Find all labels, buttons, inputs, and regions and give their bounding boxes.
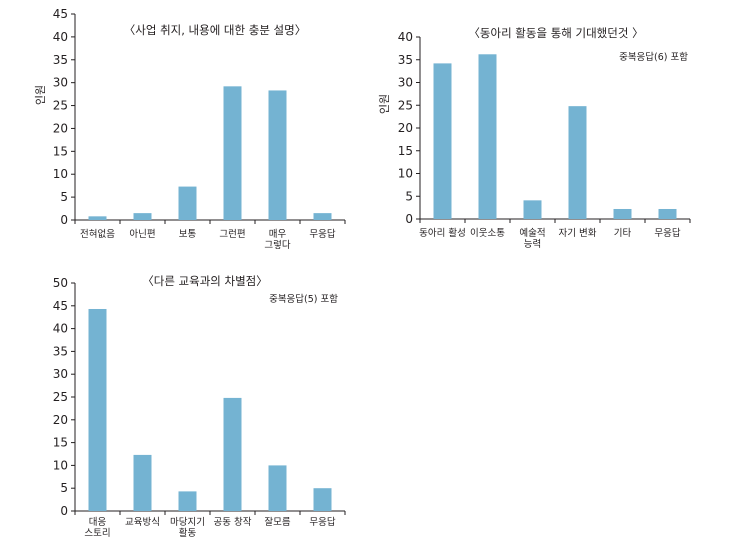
y-tick-label: 25	[53, 99, 68, 113]
bar	[523, 200, 542, 219]
category-label: 보통	[179, 229, 197, 240]
chart-title: 〈사업 취지, 내용에 대한 충분 설명〉	[124, 23, 306, 37]
category-label: 동아리 활성	[419, 227, 466, 239]
bar	[613, 208, 632, 219]
y-tick-label: 30	[53, 76, 68, 90]
y-tick-label: 10	[398, 167, 413, 181]
y-tick-label: 30	[398, 76, 413, 90]
category-label: 마당지기	[170, 517, 205, 528]
category-label: 예술적	[519, 227, 545, 239]
y-axis-label: 인원	[378, 94, 391, 114]
y-tick-label: 0	[60, 504, 68, 518]
category-label: 공동 창작	[214, 517, 252, 528]
y-tick-label: 0	[60, 213, 68, 227]
bar	[133, 213, 152, 220]
category-label: 무응답	[654, 227, 680, 239]
y-tick-label: 40	[53, 30, 68, 44]
y-tick-label: 5	[60, 190, 68, 204]
bar	[313, 213, 332, 220]
category-label: 능력	[524, 238, 541, 250]
bar	[88, 216, 107, 220]
y-tick-label: 20	[53, 413, 68, 427]
chart-note: 중복응답(5) 포함	[269, 293, 338, 305]
y-tick-label: 5	[60, 481, 68, 495]
y-tick-label: 10	[53, 167, 68, 181]
y-tick-label: 45	[53, 299, 68, 313]
y-tick-label: 20	[53, 121, 68, 135]
category-label: 그렇다	[264, 240, 290, 251]
y-axis-label: 인원	[34, 85, 47, 105]
bar	[478, 54, 497, 219]
category-label: 대응	[89, 517, 107, 528]
y-tick-label: 35	[53, 53, 68, 67]
category-label: 전혀없음	[80, 228, 115, 240]
y-tick-label: 30	[53, 367, 68, 381]
category-label: 그런편	[219, 228, 245, 240]
y-tick-label: 20	[398, 121, 413, 135]
bar	[313, 488, 332, 511]
category-label: 잘모름	[264, 516, 290, 528]
category-label: 이웃소통	[470, 228, 505, 239]
category-label: 교육방식	[125, 517, 160, 528]
y-tick-label: 5	[405, 189, 413, 203]
y-tick-label: 0	[405, 212, 413, 226]
chart-title: 〈동아리 활동을 통해 기대했던것 〉	[468, 26, 643, 40]
y-tick-label: 40	[398, 30, 413, 44]
category-label: 활동	[179, 527, 197, 539]
bar	[88, 308, 107, 511]
bar	[268, 90, 287, 221]
y-tick-label: 25	[398, 98, 413, 112]
category-label: 매우	[269, 229, 287, 240]
bar	[223, 397, 242, 511]
category-label: 스토리	[84, 528, 110, 539]
y-tick-label: 45	[53, 7, 68, 21]
y-tick-label: 15	[398, 144, 413, 158]
category-label: 무응답	[309, 228, 335, 240]
bar	[568, 106, 587, 219]
bar	[658, 208, 677, 219]
y-tick-label: 10	[53, 458, 68, 472]
chart-title: 〈다른 교육과의 차별점〉	[142, 274, 268, 288]
category-label: 무응답	[309, 516, 335, 528]
chart-note: 중복응답(6) 포함	[619, 51, 688, 63]
y-tick-label: 15	[53, 436, 68, 450]
y-tick-label: 35	[398, 53, 413, 67]
y-tick-label: 40	[53, 322, 68, 336]
y-tick-label: 15	[53, 144, 68, 158]
bar	[433, 63, 452, 219]
bar	[268, 465, 287, 511]
bar	[178, 491, 197, 511]
category-label: 기타	[614, 228, 632, 239]
y-tick-label: 50	[53, 276, 68, 290]
bar	[223, 86, 242, 220]
category-label: 아닌편	[129, 228, 155, 240]
y-tick-label: 35	[53, 344, 68, 358]
bar	[178, 186, 197, 220]
category-label: 자기 변화	[559, 228, 597, 239]
y-tick-label: 25	[53, 390, 68, 404]
bar	[133, 454, 152, 511]
